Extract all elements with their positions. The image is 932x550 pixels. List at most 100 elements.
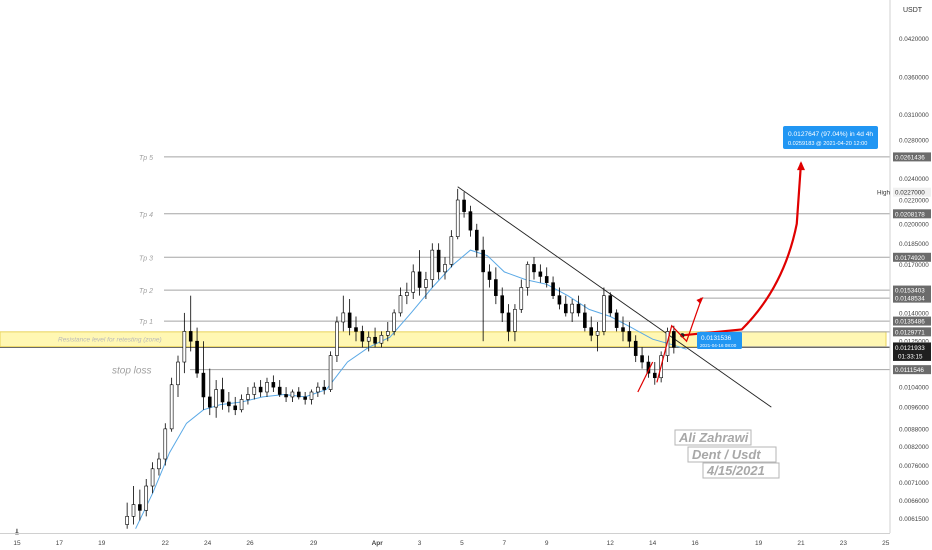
x-tick-label: 16 [691,540,699,547]
candle [176,355,180,397]
candle-body [621,327,625,332]
candle [627,321,632,348]
candle-body [494,279,498,296]
candle [385,321,390,342]
candle-body [430,249,435,280]
candle-body [138,504,142,511]
high-price-tag-bg [893,187,931,197]
candle [538,264,543,283]
projection-layer: 0.0127647 (97.04%) in 4d 4h 0.0259183 @ 2… [637,126,878,393]
candle-body [443,264,447,273]
candle-body [627,331,632,342]
projection-arrowhead [797,161,805,171]
candle-body [169,384,174,430]
level-label-5: Tp 1 [139,319,153,326]
candle [436,243,441,280]
x-tick-label: 7 [503,540,507,547]
price-axis[interactable]: 0.0420000 0.0360000 0.0310000 0.0280000 0.02… [877,0,931,533]
candle-body [347,312,352,328]
candle-body [436,249,441,273]
candle [284,387,288,402]
candle-body [602,295,606,332]
level-price-tag: 0.0135486 [895,319,925,326]
current-price-tag-bg [893,342,931,361]
candle-body [481,249,485,273]
level-price-tag-bg [893,152,931,162]
candle-body [500,295,505,314]
candle [182,312,187,374]
y-tick-label: 0.0071000 [899,480,929,487]
candle-body [519,287,524,310]
candle [513,304,517,342]
candle [379,331,384,348]
candle-body [265,382,269,393]
y-tick-label: 0.0185000 [899,241,929,248]
x-tick-label: 22 [162,540,170,547]
x-tick-label: 5 [460,540,464,547]
candle [296,387,301,400]
candle-body [316,386,320,393]
candle [449,230,454,268]
candle-body [449,236,454,265]
projection-curve [682,163,803,337]
candle-body [424,279,428,288]
level-price-tag-bg [893,316,931,326]
candle-body [563,303,568,314]
level-price-tag-bg [893,285,931,295]
candle-body [551,282,555,296]
candle [583,304,587,332]
candle [354,316,358,342]
candle [309,389,314,405]
x-tick-label: 9 [545,540,549,547]
level-price-tag: 0.0111546 [895,367,924,374]
level-price-tag: 0.0261436 [895,154,925,161]
candle [608,292,613,317]
candle-body [176,361,180,386]
x-tick-label: 25 [882,540,890,547]
candle [411,264,416,300]
candle [366,331,371,352]
time-axis[interactable]: 15 17 19 22 24 26 29 Apr 3 5 7 9 12 14 16 19 21 23 25 [0,533,890,548]
candle-body [525,264,530,288]
candle [169,377,174,432]
candle-body [246,394,250,400]
trendline-layer [457,186,772,408]
candle [150,462,155,494]
reversal-stroke [637,361,654,393]
candle-body [188,331,193,342]
candle [201,341,206,410]
x-tick-label: 19 [755,540,763,547]
current-price-tag: 0.0121933 [895,345,925,352]
candle-body [474,229,479,251]
candle [424,271,428,300]
candle-body [296,391,301,398]
candle [157,452,161,476]
candle [417,250,422,296]
candle [233,396,238,416]
y-tick-label: 0.0061500 [899,516,929,523]
high-label: High [877,190,890,197]
target-level-lines: Tp 5 Tp 4 Tp 3 Tp 2 Tp 1 stop loss [0,155,890,377]
candle [290,389,295,402]
level-price-tag: 0.0174920 [895,255,925,262]
candle [271,375,276,392]
candle [652,362,657,385]
candle [405,282,409,305]
level-label-0: Tp 5 [139,155,153,162]
candle [258,380,263,397]
candle-body [544,276,549,283]
candle [646,355,651,378]
y-tick-label: 0.0140000 [899,310,929,317]
candle-body [583,312,587,328]
candle [430,243,435,288]
candle-body [506,312,511,332]
candle-body [360,331,365,342]
y-tick-label: 0.0310000 [899,112,929,119]
level-label-1: Tp 4 [139,212,153,219]
y-tick-label: 0.0076000 [899,463,929,470]
candle-body [150,468,155,487]
candle-body [468,211,473,231]
candle [481,236,485,342]
candle [392,309,396,336]
